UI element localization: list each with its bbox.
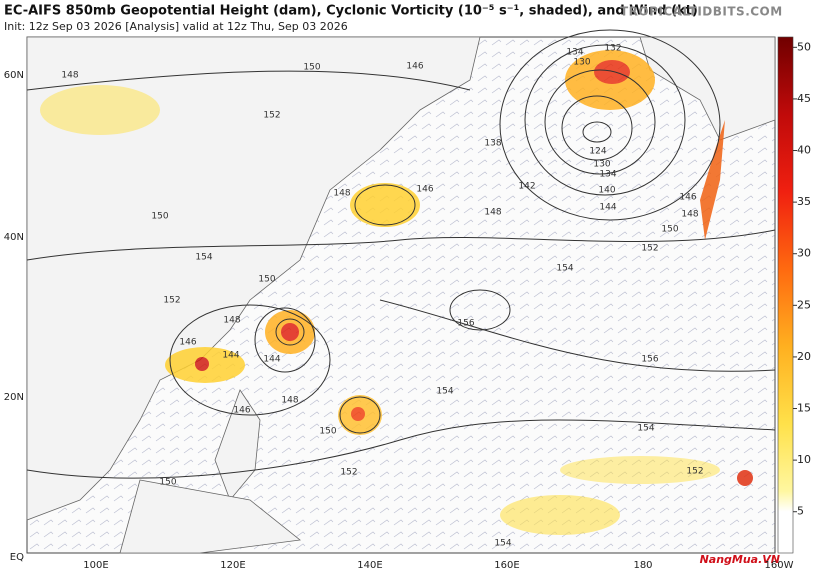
- contour-label: 154: [494, 539, 511, 549]
- latitude-label: EQ: [10, 552, 24, 563]
- colorbar-tick-label: 50: [797, 40, 811, 53]
- contour-label: 148: [281, 396, 298, 406]
- contour-label: 150: [151, 212, 168, 222]
- title: EC-AIFS 850mb Geopotential Height (dam),…: [4, 4, 698, 19]
- colorbar-tick-label: 10: [797, 453, 811, 466]
- contour-label: 124: [589, 147, 606, 157]
- contour-label: 146: [179, 338, 196, 348]
- contour-label: 152: [686, 467, 703, 477]
- colorbar-tick-label: 20: [797, 350, 811, 363]
- map-area: [26, 29, 776, 554]
- contour-label: 156: [457, 319, 474, 329]
- colorbar-tick-label: 5: [797, 505, 804, 518]
- contour-label: 134: [599, 170, 616, 180]
- contour-label: 130: [573, 58, 590, 68]
- contour-label: 144: [263, 355, 280, 365]
- contour-label: 152: [340, 468, 357, 478]
- contour-label: 146: [233, 406, 250, 416]
- contour-label: 152: [263, 111, 280, 121]
- contour-label: 144: [222, 351, 239, 361]
- colorbar-tick-label: 15: [797, 402, 811, 415]
- colorbar-tick-label: 45: [797, 92, 811, 105]
- latitude-label: 20N: [4, 392, 24, 403]
- contour-label: 148: [223, 316, 240, 326]
- contour-label: 148: [484, 208, 501, 218]
- colorbar-tick-label: 30: [797, 247, 811, 260]
- contour-label: 152: [641, 244, 658, 254]
- contour-label: 150: [258, 275, 275, 285]
- longitude-label: 160E: [494, 560, 519, 571]
- contour-label: 150: [661, 225, 678, 235]
- contour-label: 150: [159, 478, 176, 488]
- latitude-label: 40N: [4, 232, 24, 243]
- colorbar-tick-label: 40: [797, 144, 811, 157]
- contour-label: 154: [556, 264, 573, 274]
- contour-label: 152: [163, 296, 180, 306]
- contour-label: 156: [641, 355, 658, 365]
- contour-label: 144: [599, 203, 616, 213]
- contour-label: 154: [637, 424, 654, 434]
- contour-label: 154: [436, 387, 453, 397]
- subtitle: Init: 12z Sep 03 2026 [Analysis] valid a…: [4, 20, 348, 33]
- contour-label: 148: [333, 189, 350, 199]
- longitude-label: 180: [633, 560, 652, 571]
- longitude-label: 140E: [357, 560, 382, 571]
- contour-label: 140: [598, 186, 615, 196]
- watermark: NangMua.VN: [700, 553, 780, 566]
- colorbar-tick-label: 35: [797, 195, 811, 208]
- colorbar: [777, 36, 794, 554]
- contour-label: 148: [61, 71, 78, 81]
- source: TROPICALTIDBITS.COM: [620, 5, 783, 19]
- contour-label: 142: [518, 182, 535, 192]
- contour-label: 138: [484, 139, 501, 149]
- latitude-label: 60N: [4, 70, 24, 81]
- contour-label: 146: [406, 62, 423, 72]
- contour-label: 146: [679, 193, 696, 203]
- contour-label: 132: [604, 44, 621, 54]
- colorbar-tick-label: 25: [797, 298, 811, 311]
- contour-label: 148: [681, 210, 698, 220]
- contour-label: 134: [566, 48, 583, 58]
- contour-label: 146: [416, 185, 433, 195]
- contour-label: 150: [319, 427, 336, 437]
- longitude-label: 100E: [83, 560, 108, 571]
- longitude-label: 160W: [765, 560, 794, 571]
- contour-label: 150: [303, 63, 320, 73]
- contour-label: 154: [195, 253, 212, 263]
- contour-label: 130: [593, 160, 610, 170]
- longitude-label: 120E: [220, 560, 245, 571]
